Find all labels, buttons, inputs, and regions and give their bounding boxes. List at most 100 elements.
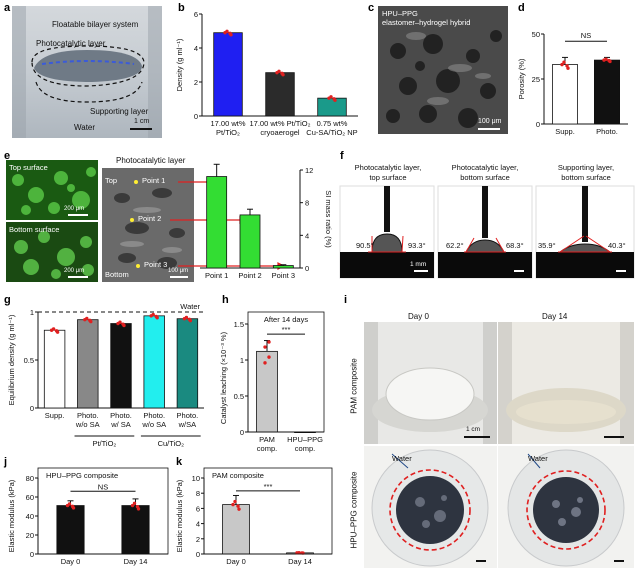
panel-f-contact-angles: Photocatalytic layer, top surface Photoc… bbox=[339, 163, 635, 279]
contact-angle-frame-3: 35.9° 40.3° bbox=[535, 185, 635, 279]
panel-i-letter: i bbox=[344, 294, 348, 306]
panel-e-cross-section-image: Top Point 1 Point 2 Point 3 Bottom 100 μ… bbox=[102, 168, 194, 282]
h-dot-2 bbox=[263, 345, 267, 349]
label-point-3-img: Point 3 bbox=[144, 260, 168, 269]
b-dot-0-2 bbox=[225, 29, 229, 34]
j-ytick-label-3: 60 bbox=[26, 493, 34, 502]
d-ytick-label-2: 50 bbox=[532, 30, 540, 39]
label-point-2-img: Point 2 bbox=[138, 214, 162, 223]
panel-j-letter: j bbox=[4, 456, 8, 468]
panel-e-top-surface-image: Top surface 200 μm bbox=[6, 160, 98, 220]
photo-pam-day0: 1 cm bbox=[364, 322, 497, 444]
label-hpu-composite: HPU–PPG composite bbox=[349, 471, 359, 549]
g-xtick-label-3-1: w/o SA bbox=[141, 420, 166, 429]
angle-3-right: 40.3° bbox=[608, 241, 626, 250]
d-ytick-label-1: 25 bbox=[532, 75, 540, 84]
g-xtick-label-1-0: Photo. bbox=[77, 411, 99, 420]
chart-b: 0 2 4 6 Density (g ml⁻¹) 17.00 wt%Pt/TiO₂ 17.0… bbox=[175, 10, 358, 137]
d-dot-0-2 bbox=[562, 60, 566, 64]
g-ylabel: Equilibrium density (g ml⁻¹) bbox=[7, 314, 16, 405]
panel-e-bottom-surface-image: Bottom surface 200 μm bbox=[6, 222, 98, 282]
h-ytick-label-0: 0 bbox=[240, 428, 244, 437]
g-xtick-label-4-0: Photo. bbox=[177, 411, 199, 420]
photo-hpu-day14: Water bbox=[498, 446, 634, 568]
k-plot-frame bbox=[203, 467, 333, 555]
h-dot-3 bbox=[267, 340, 271, 344]
photo-pam-day14 bbox=[498, 322, 634, 444]
photo-hpu-day14-svg bbox=[498, 446, 634, 568]
panel-e-letter: e bbox=[4, 150, 11, 162]
panel-d-letter: d bbox=[518, 2, 525, 14]
d-significance-label: NS bbox=[581, 31, 591, 40]
e-xtick-label-1-0: Point 2 bbox=[238, 271, 261, 280]
k-significance-label: *** bbox=[264, 482, 273, 491]
k-bar-0 bbox=[222, 504, 250, 555]
h-ytick-label-2: 1 bbox=[240, 356, 244, 365]
g-xtick-label-1-1: w/o SA bbox=[75, 420, 100, 429]
chart-d: 0 25 50 Porosity (%) Supp. Photo. NS bbox=[517, 30, 628, 136]
j-plot-frame bbox=[37, 467, 169, 555]
j-dot-1-3 bbox=[136, 507, 141, 511]
panel-f-letter: f bbox=[340, 150, 344, 162]
label-photocatalytic-layer: Photocatalytic layer bbox=[36, 39, 106, 48]
label-day-14: Day 14 bbox=[542, 312, 568, 321]
b-xtick-label-0-1: Pt/TiO₂ bbox=[216, 128, 240, 137]
d-ytick-label-0: 0 bbox=[536, 120, 540, 129]
d-xtick-label-1-0: Photo. bbox=[596, 127, 618, 136]
b-ytick-label-3: 6 bbox=[194, 10, 198, 19]
g-group-label-1: Cu/TiO₂ bbox=[158, 439, 184, 448]
photo-pam-day0-svg bbox=[364, 322, 497, 444]
angle-2-left: 62.2° bbox=[446, 241, 464, 250]
label-bottom-surface: Bottom surface bbox=[9, 225, 60, 234]
k-ytick-label-5: 10 bbox=[192, 474, 200, 483]
label-hpu-composite-wrap: HPU–PPG composite bbox=[346, 460, 362, 560]
panel-h-letter: h bbox=[222, 294, 229, 306]
panel-a-letter: a bbox=[4, 2, 11, 14]
k-dot-0-1 bbox=[236, 504, 240, 508]
h-plot-frame bbox=[247, 311, 325, 433]
e-xtick-label-0-0: Point 1 bbox=[205, 271, 228, 280]
label-bottom: Bottom bbox=[105, 270, 129, 279]
h-ytick-label-3: 1.5 bbox=[234, 320, 244, 329]
top-surface-svg bbox=[6, 160, 98, 220]
scale-bar-label-c: 100 μm bbox=[478, 118, 502, 125]
h-xtick-label-0-1: comp. bbox=[257, 444, 277, 453]
b-xtick-label-1-0: 17.00 wt% Pt/TiO₂ bbox=[250, 119, 311, 128]
g-xtick-label-2-0: Photo. bbox=[110, 411, 132, 420]
d-bar-0 bbox=[552, 64, 579, 125]
g-xtick-label-4-1: w/SA bbox=[178, 420, 197, 429]
label-water-i1: Water bbox=[392, 454, 412, 463]
h-ytick-label-1: 0.5 bbox=[234, 392, 244, 401]
f-title-1a: Photocatalytic layer, bbox=[355, 163, 422, 172]
k-xtick-label-1-0: Day 14 bbox=[288, 557, 312, 566]
e-xtick-label-2-0: Point 3 bbox=[272, 271, 295, 280]
g-xtick-label-3-0: Photo. bbox=[143, 411, 165, 420]
g-dot-0-2 bbox=[51, 327, 56, 331]
label-day-0: Day 0 bbox=[408, 312, 429, 321]
label-top-surface: Top surface bbox=[9, 163, 48, 172]
k-title: PAM composite bbox=[212, 471, 264, 480]
k-dot-0-0 bbox=[231, 502, 235, 507]
b-bar-0 bbox=[213, 32, 243, 117]
j-significance-label: NS bbox=[98, 482, 108, 491]
panel-c-letter: c bbox=[368, 2, 375, 14]
b-dot-2-2 bbox=[329, 95, 333, 99]
b-xtick-label-1-1: cryoaerogel bbox=[260, 128, 300, 137]
d-bar-1 bbox=[594, 59, 621, 125]
b-ytick-label-2: 4 bbox=[194, 44, 198, 53]
j-ytick-label-0: 0 bbox=[30, 550, 34, 559]
h-significance-label: *** bbox=[282, 325, 291, 334]
angle-1-left: 90.5° bbox=[356, 241, 374, 250]
d-dot-0-3 bbox=[566, 66, 570, 70]
j-ytick-label-4: 80 bbox=[26, 474, 34, 483]
j-dot-0-2 bbox=[67, 502, 72, 506]
k-dot-1-2 bbox=[297, 551, 301, 555]
chart-k: 0 2 4 6 8 10 Elastic modulus (kPa) Day 0 Day 14 P… bbox=[175, 467, 333, 566]
k-ytick-label-3: 6 bbox=[196, 504, 200, 513]
e-ytick-label-0: 0 bbox=[305, 264, 309, 273]
g-bar-1 bbox=[77, 319, 99, 409]
e-bar-2 bbox=[272, 265, 294, 269]
panel-g-letter: g bbox=[4, 294, 11, 306]
j-title: HPU–PPG composite bbox=[46, 471, 118, 480]
f-title-2b: bottom surface bbox=[460, 173, 510, 182]
